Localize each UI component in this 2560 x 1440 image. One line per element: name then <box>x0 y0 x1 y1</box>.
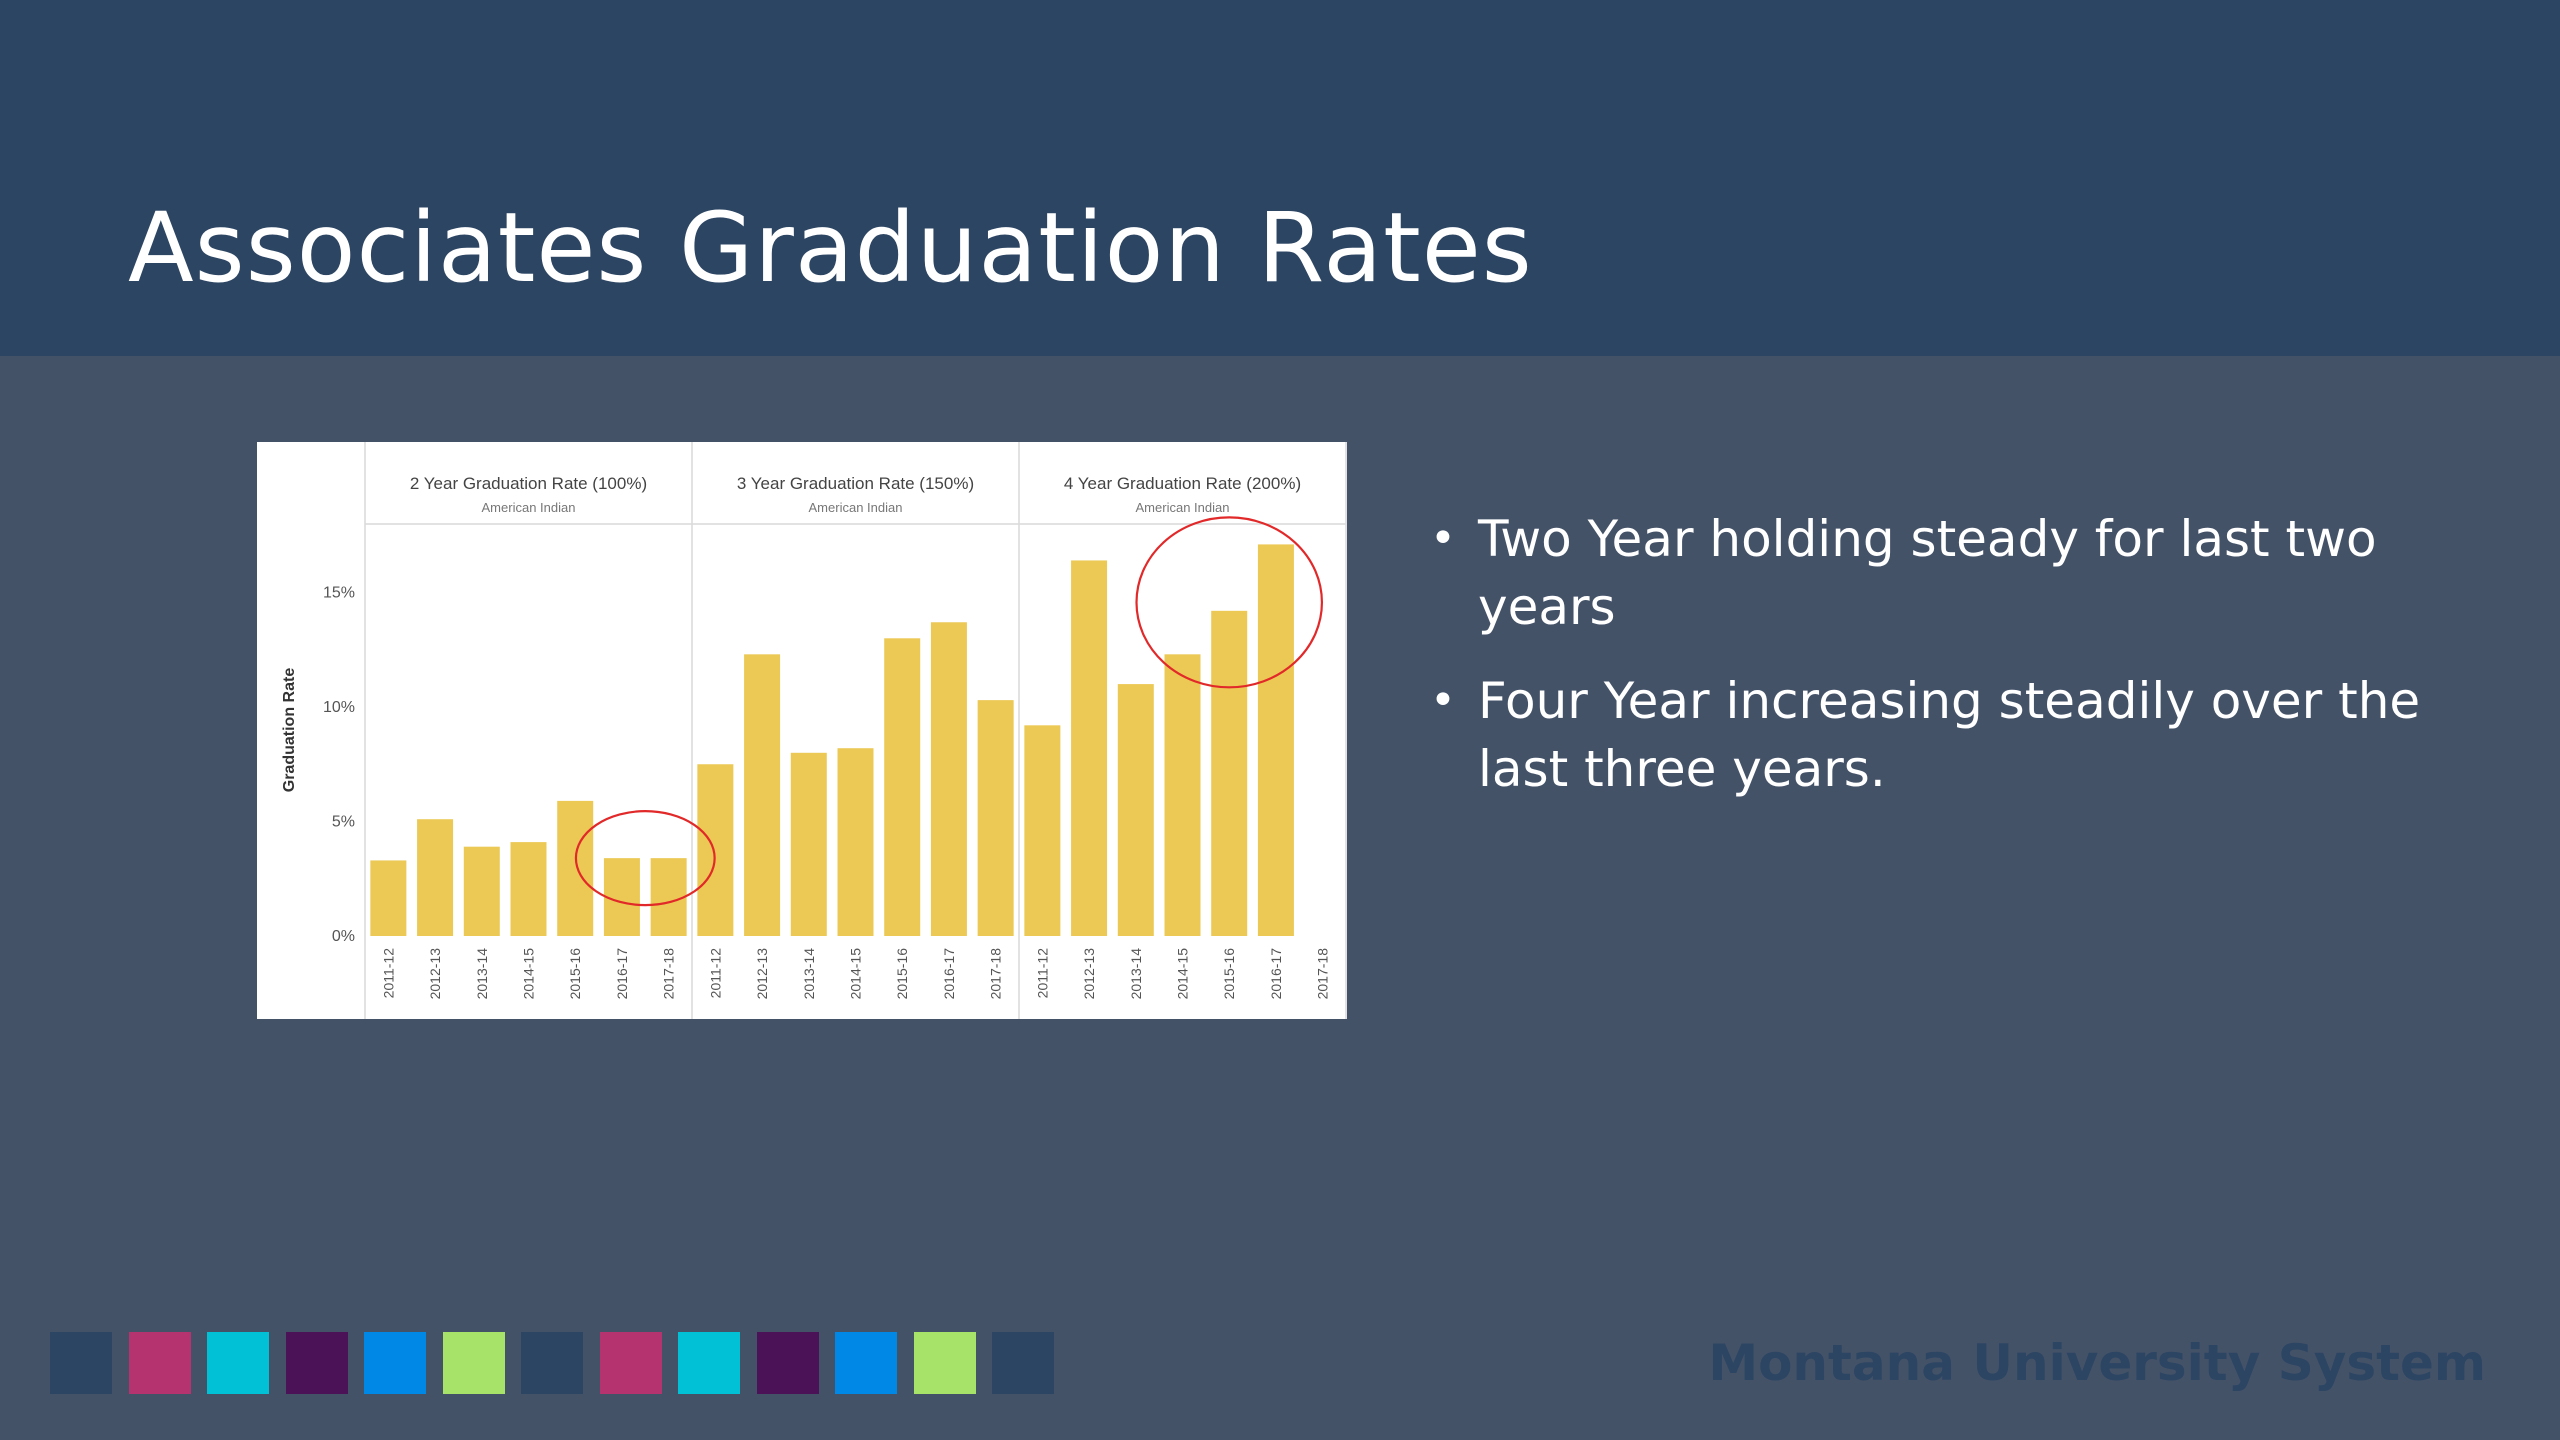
panel-subtitle: American Indian <box>482 500 576 515</box>
y-axis-label: Graduation Rate <box>281 668 298 793</box>
x-tick-label: 2015-16 <box>1221 948 1237 1000</box>
x-tick-label: 2015-16 <box>567 948 583 1000</box>
chart-svg: Graduation Rate 0% 5% 10% 15% 2 Year Graduati… <box>281 442 1347 1019</box>
panel-subtitle: American Indian <box>809 500 903 515</box>
color-swatch <box>521 1332 583 1394</box>
x-tick-label: 2014-15 <box>521 948 537 1000</box>
panel-title: 3 Year Graduation Rate (150%) <box>737 474 974 493</box>
bar <box>697 764 734 936</box>
bar <box>1117 684 1154 936</box>
y-tick-label: 0% <box>332 928 355 945</box>
bar <box>650 858 687 936</box>
x-tick-label: 2014-15 <box>1175 948 1191 1000</box>
slide-title: Associates Graduation Rates <box>128 192 1533 304</box>
x-tick-label: 2013-14 <box>474 948 490 1000</box>
bullet-text: Two Year holding steady for last two yea… <box>1478 510 2377 636</box>
x-tick-label: 2017-18 <box>661 948 677 1000</box>
color-swatch <box>599 1332 662 1394</box>
x-tick-label: 2013-14 <box>801 948 817 1000</box>
bar <box>557 800 594 936</box>
bar <box>1071 560 1108 936</box>
brand-logo-text: Montana University System <box>1708 1334 2486 1392</box>
bar <box>930 622 967 936</box>
color-swatch <box>442 1332 505 1394</box>
graduation-rate-chart: Graduation Rate 0% 5% 10% 15% 2 Year Graduati… <box>257 442 1347 1019</box>
color-swatch <box>207 1332 269 1394</box>
x-tick-label: 2017-18 <box>1315 948 1331 1000</box>
x-tick-label: 2016-17 <box>1268 948 1284 1000</box>
y-tick-label: 15% <box>323 585 355 602</box>
x-tick-label: 2016-17 <box>614 948 630 1000</box>
bullet-dot-icon: • <box>1430 513 1456 564</box>
color-swatch <box>285 1332 348 1394</box>
bar <box>884 638 921 936</box>
color-swatch <box>835 1332 897 1394</box>
bar <box>417 819 454 936</box>
color-swatch <box>364 1332 426 1394</box>
bar <box>510 842 547 936</box>
x-tick-label: 2012-13 <box>1081 948 1097 1000</box>
x-tick-label: 2015-16 <box>894 948 910 1000</box>
x-tick-label: 2012-13 <box>754 948 770 1000</box>
y-tick-label: 10% <box>323 699 355 716</box>
bar <box>1257 544 1294 936</box>
color-swatch <box>913 1332 976 1394</box>
panel-subtitle: American Indian <box>1136 500 1230 515</box>
bar <box>463 846 500 936</box>
x-tick-label: 2016-17 <box>941 948 957 1000</box>
color-swatch <box>992 1332 1054 1394</box>
bar <box>790 752 827 936</box>
color-swatch <box>756 1332 819 1394</box>
bar <box>603 858 640 936</box>
bar <box>1164 654 1201 936</box>
title-bar <box>0 0 2560 356</box>
x-tick-label: 2014-15 <box>848 948 864 1000</box>
color-swatch <box>128 1332 191 1394</box>
highlight-circle <box>1135 516 1324 689</box>
color-swatch <box>678 1332 740 1394</box>
bullet-text: Four Year increasing steadily over the l… <box>1478 672 2421 798</box>
panel-title: 4 Year Graduation Rate (200%) <box>1064 474 1301 493</box>
x-tick-label: 2011-12 <box>380 948 396 999</box>
panel-title: 2 Year Graduation Rate (100%) <box>410 474 647 493</box>
bar <box>744 654 781 936</box>
x-tick-label: 2017-18 <box>988 948 1004 1000</box>
x-tick-label: 2013-14 <box>1128 948 1144 1000</box>
x-tick-label: 2011-12 <box>1034 948 1050 999</box>
y-tick-label: 5% <box>332 814 355 831</box>
bullet-list: • Two Year holding steady for last two y… <box>1430 505 2430 829</box>
bullet-two-year: • Two Year holding steady for last two y… <box>1430 505 2430 641</box>
highlight-circle <box>574 810 716 907</box>
bar <box>370 860 407 936</box>
bullet-four-year: • Four Year increasing steadily over the… <box>1430 667 2430 803</box>
bar <box>977 700 1014 936</box>
bar <box>1211 610 1248 936</box>
color-swatch <box>50 1332 112 1394</box>
bullet-dot-icon: • <box>1430 675 1456 726</box>
bar <box>837 748 874 936</box>
bar <box>1024 725 1061 936</box>
x-tick-label: 2012-13 <box>427 948 443 1000</box>
x-tick-label: 2011-12 <box>707 948 723 999</box>
